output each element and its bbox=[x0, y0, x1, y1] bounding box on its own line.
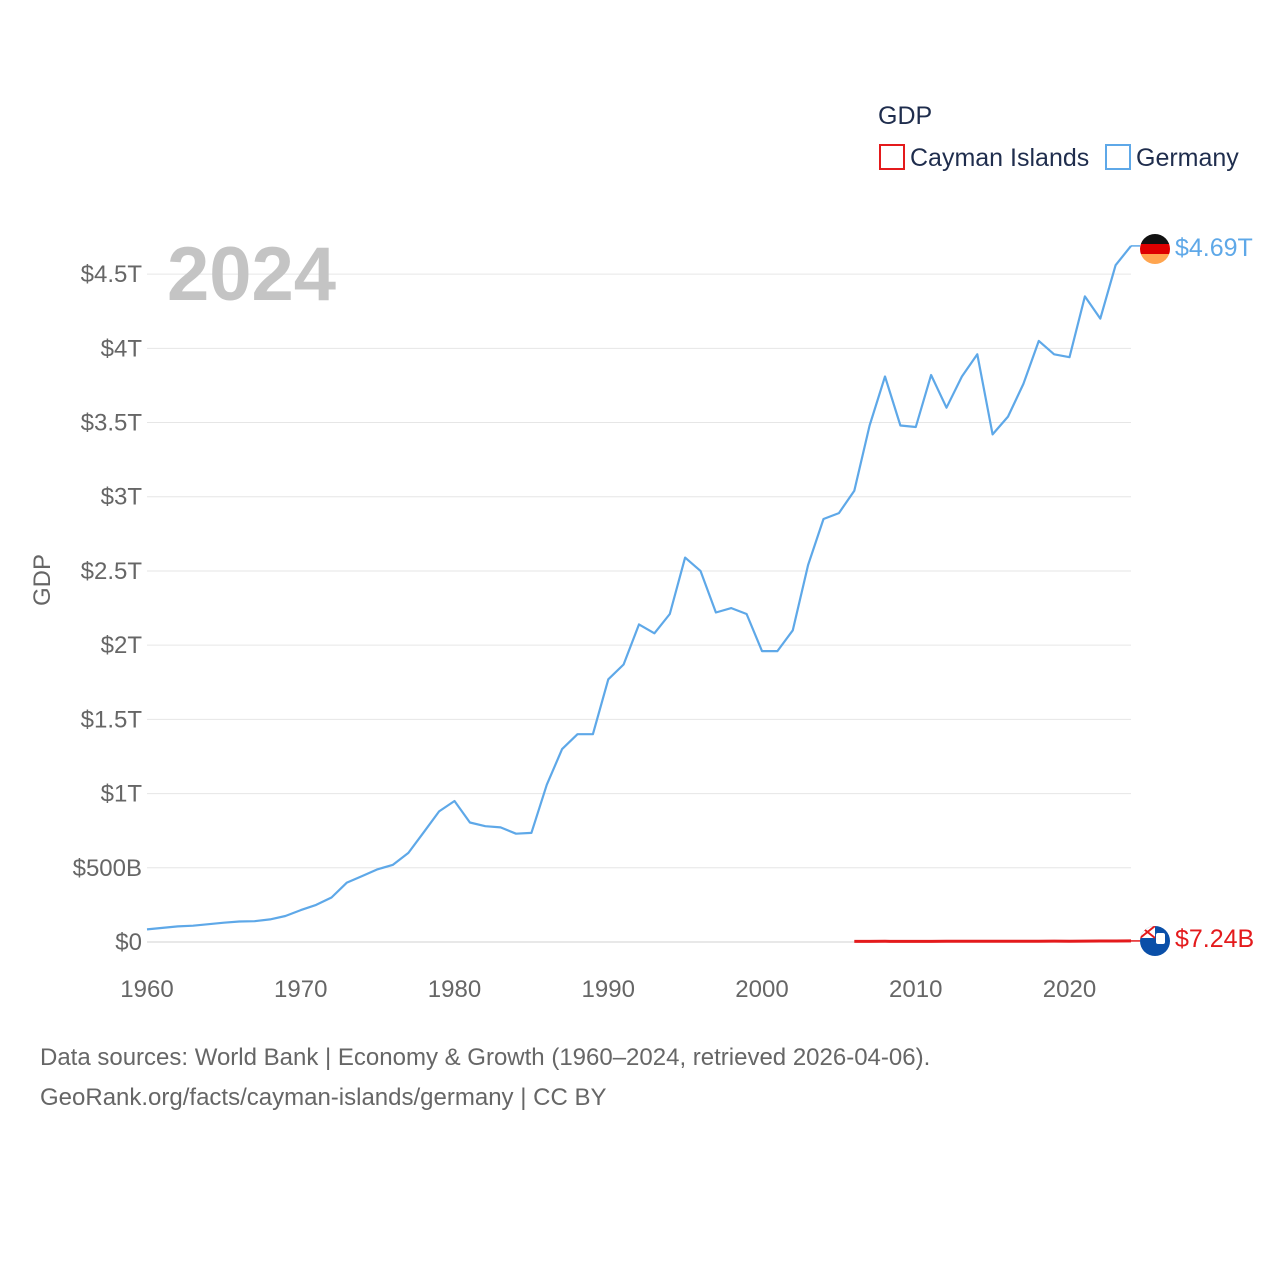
y-tick-label: $3T bbox=[101, 484, 143, 511]
y-tick-label: $0 bbox=[115, 929, 142, 956]
y-tick-label: $4.5T bbox=[81, 261, 143, 288]
x-tick-label: 1970 bbox=[274, 976, 327, 1003]
y-axis-ticks: $0 $500B $1T $1.5T $2T $2.5T $3T $3.5T $4T $4.5T bbox=[73, 261, 143, 956]
legend: GDP Cayman Islands Germany bbox=[878, 102, 1239, 172]
x-axis-ticks: 1960 1970 1980 1990 2000 2010 2020 bbox=[120, 976, 1096, 1003]
x-tick-label: 1980 bbox=[428, 976, 481, 1003]
legend-label-germany[interactable]: Germany bbox=[1136, 144, 1239, 172]
germany-line bbox=[146, 245, 1132, 931]
y-tick-label: $1.5T bbox=[81, 706, 143, 733]
cayman-islands-flag-icon bbox=[1140, 926, 1170, 956]
y-tick-label: $2T bbox=[101, 632, 143, 659]
legend-title: GDP bbox=[878, 102, 932, 130]
data-source-note: Data sources: World Bank | Economy & Gro… bbox=[40, 1044, 931, 1071]
x-tick-label: 2000 bbox=[735, 976, 788, 1003]
cayman-islands-end-value-label: $7.24B bbox=[1175, 925, 1254, 953]
grid-lines bbox=[147, 273, 1131, 943]
germany-end-value-label: $4.69T bbox=[1175, 234, 1253, 262]
legend-swatch-germany[interactable] bbox=[1105, 144, 1131, 170]
x-tick-label: 1990 bbox=[582, 976, 635, 1003]
x-tick-label: 1960 bbox=[120, 976, 173, 1003]
year-label: 2024 bbox=[167, 232, 336, 317]
x-tick-label: 2010 bbox=[889, 976, 942, 1003]
y-tick-label: $500B bbox=[73, 855, 142, 882]
germany-flag-icon bbox=[1140, 234, 1170, 264]
y-axis-title: GDP bbox=[29, 554, 56, 606]
y-tick-label: $2.5T bbox=[81, 558, 143, 585]
cayman-islands-line bbox=[854, 939, 1132, 943]
source-link-text[interactable]: GeoRank.org/facts/cayman-islands/germany… bbox=[40, 1084, 607, 1111]
y-tick-label: $1T bbox=[101, 781, 143, 808]
series-lines bbox=[146, 245, 1140, 943]
y-tick-label: $4T bbox=[101, 335, 143, 362]
legend-label-cayman-islands[interactable]: Cayman Islands bbox=[910, 144, 1089, 172]
y-tick-label: $3.5T bbox=[81, 410, 143, 437]
legend-swatch-cayman-islands[interactable] bbox=[879, 144, 905, 170]
x-tick-label: 2020 bbox=[1043, 976, 1096, 1003]
